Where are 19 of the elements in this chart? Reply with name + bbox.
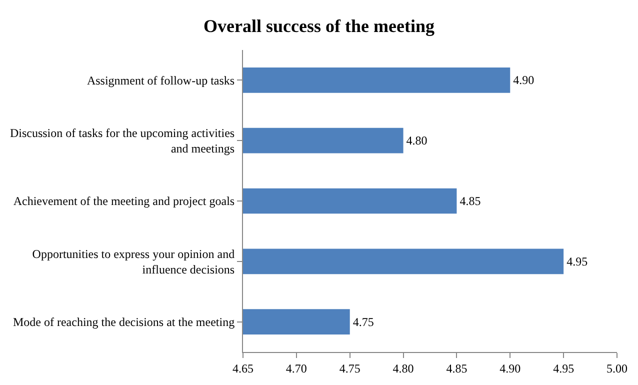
x-tick-label: 4.80: [392, 361, 414, 376]
data-label: 4.80: [406, 134, 428, 148]
y-tick-label: Opportunities to express your opinion and influence decisions: [32, 246, 235, 276]
chart-title: Overall success of the meeting: [204, 16, 434, 36]
y-tick-label: Discussion of tasks for the upcoming activities and meetings: [10, 126, 235, 156]
data-label: 4.95: [566, 254, 588, 268]
x-tick-label: 4.75: [339, 361, 360, 376]
x-tick-label: 4.85: [446, 361, 468, 376]
y-tick-label: Mode of reaching the decisions at the meeting: [12, 315, 235, 329]
x-tick-label: 4.95: [553, 361, 574, 376]
x-tick-label: 4.65: [232, 361, 254, 376]
data-label: 4.75: [352, 314, 374, 329]
x-tick-label: 4.70: [286, 361, 307, 376]
y-tick-label: Assignment of follow-up tasks: [86, 73, 235, 88]
x-tick-label: 4.90: [500, 361, 521, 376]
data-label: 4.85: [460, 194, 481, 208]
x-tick-label: 5.00: [606, 361, 628, 376]
y-tick-label: Achievement of the meeting and project goals: [13, 194, 235, 208]
data-label: 4.90: [513, 73, 534, 88]
